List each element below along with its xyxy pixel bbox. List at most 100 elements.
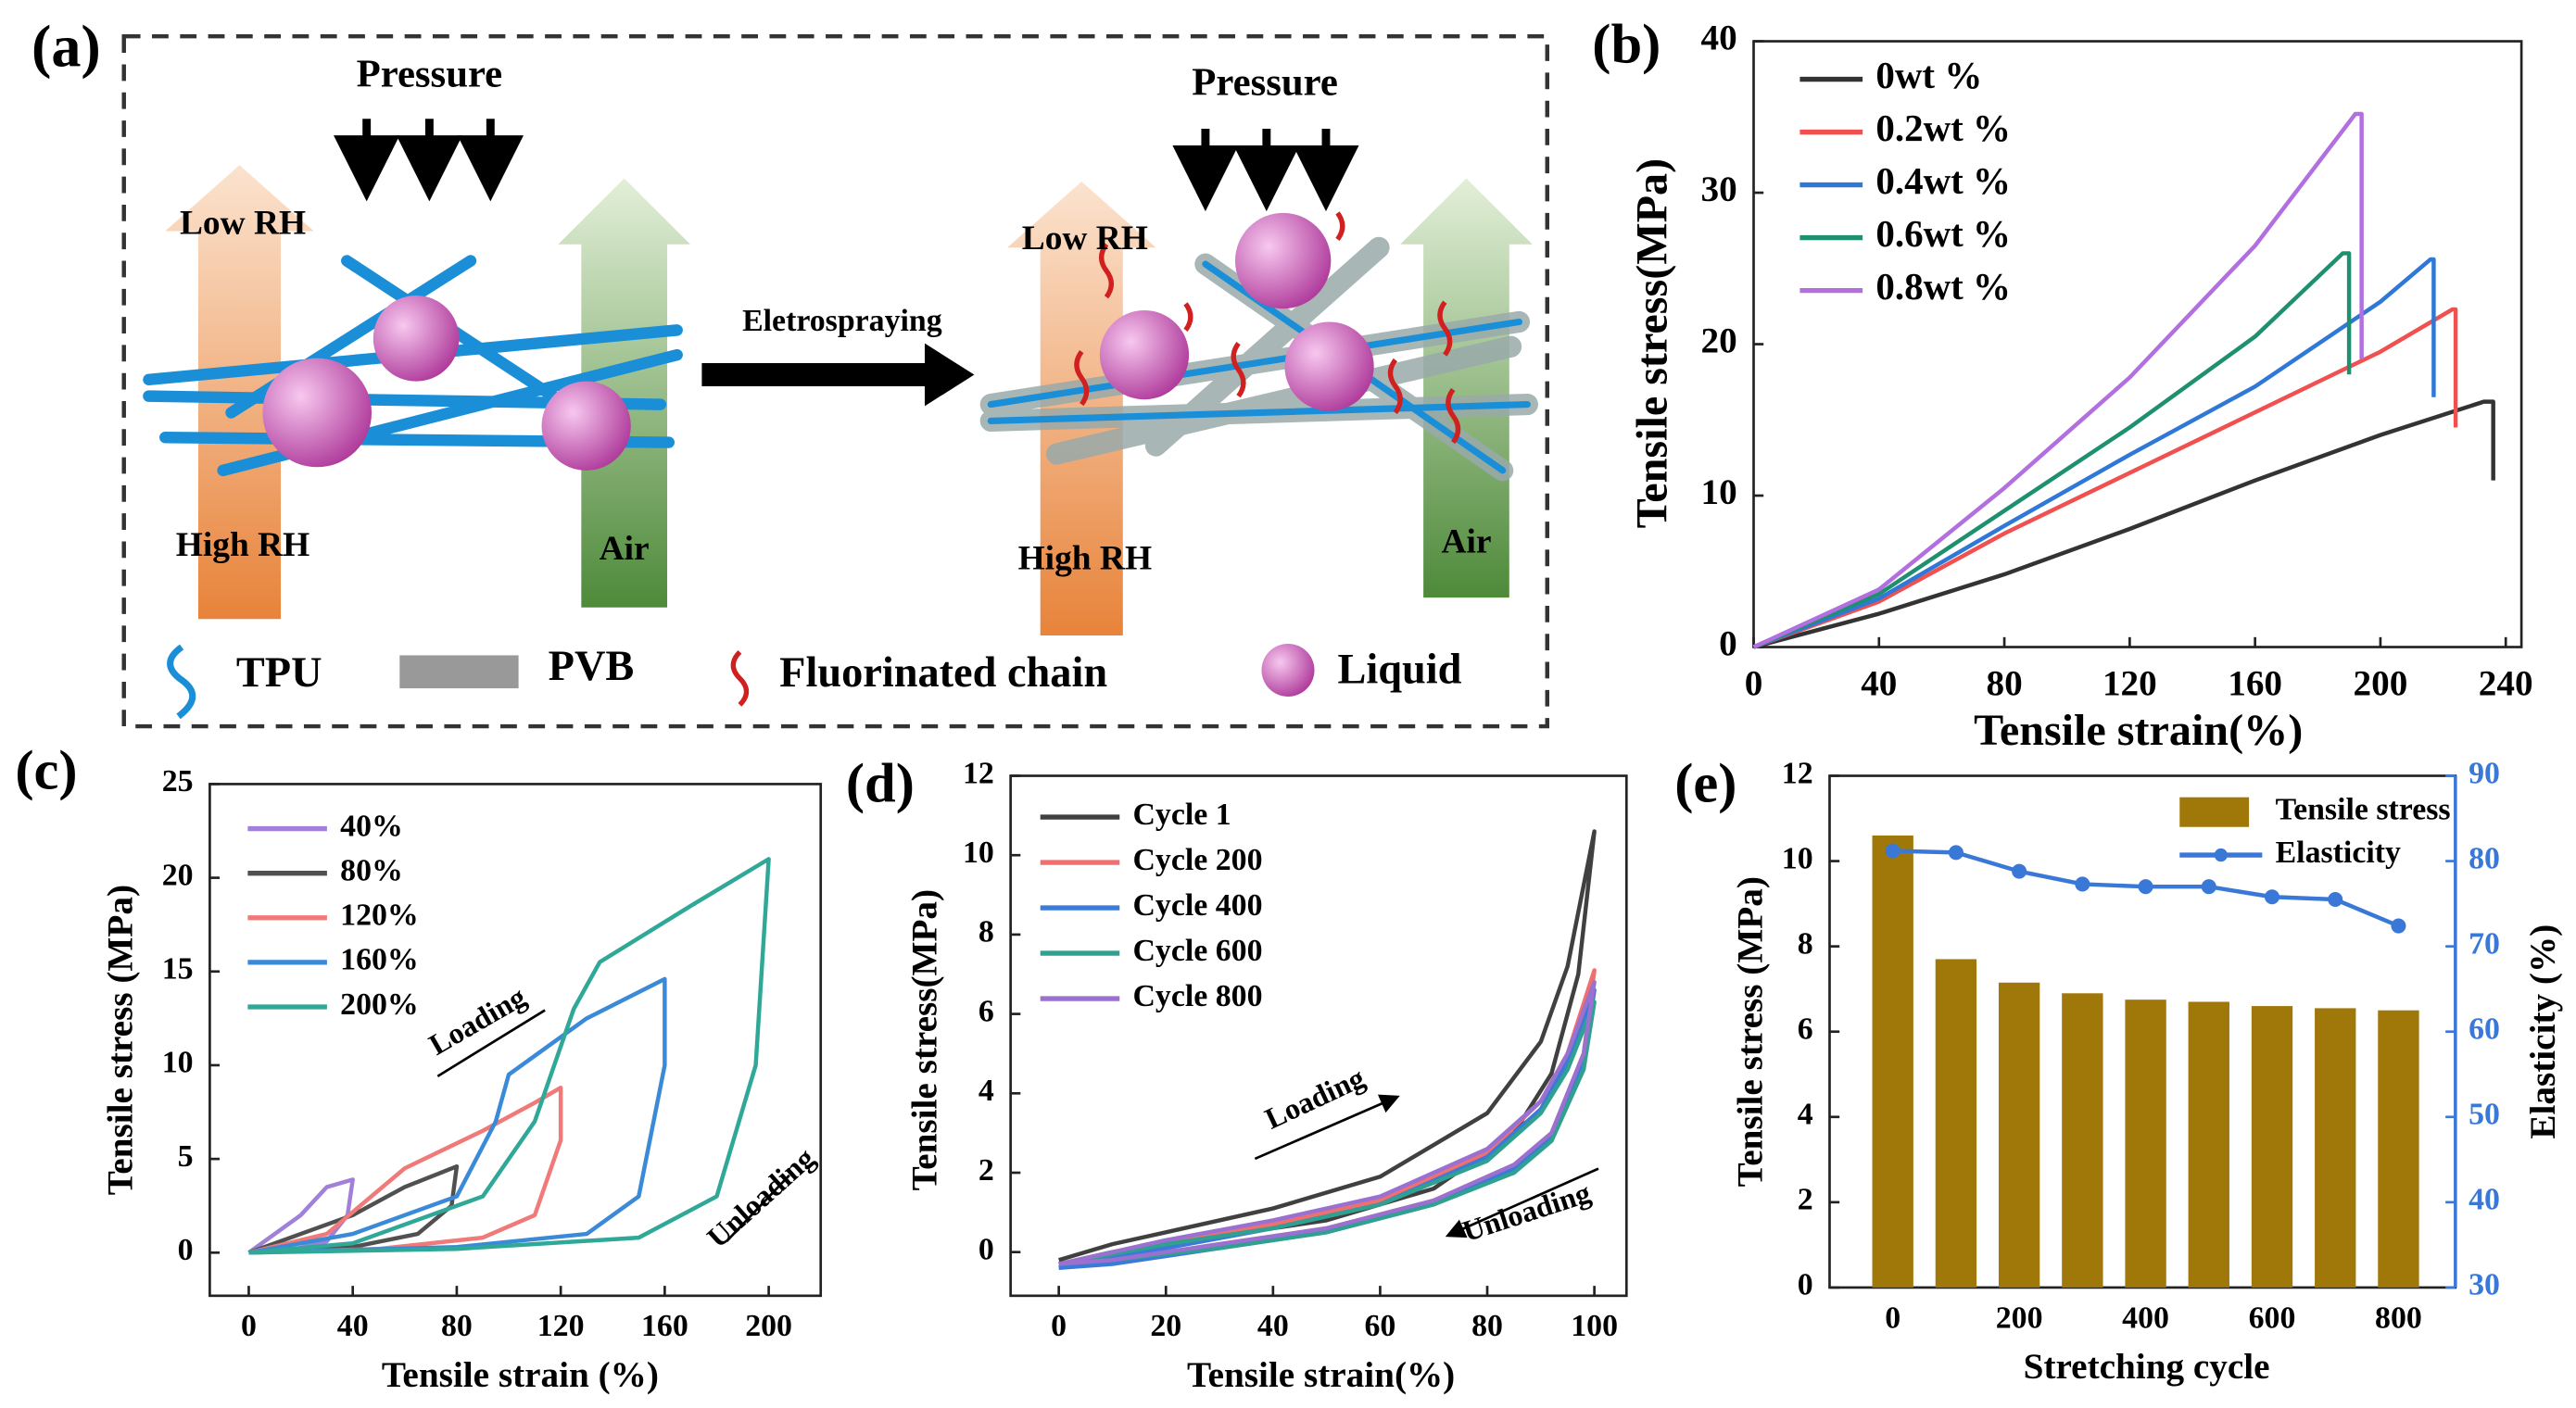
- legend-label: PVB: [549, 643, 635, 690]
- x-tick-label: 80: [1471, 1309, 1503, 1343]
- series-line: [1752, 111, 2364, 649]
- x-tick-label: 400: [2122, 1301, 2169, 1335]
- legend-label: Cycle 1: [1132, 798, 1231, 832]
- point: [2012, 863, 2027, 879]
- x-tick-label: 120: [537, 1309, 585, 1343]
- diagram-text: High RH: [1018, 539, 1152, 577]
- y2-tick-label: 60: [2469, 1012, 2500, 1046]
- y-tick-label: 2: [1798, 1183, 1813, 1217]
- legend-label: 80%: [340, 853, 403, 887]
- x-tick-label: 160: [2228, 663, 2282, 703]
- legend-label: Cycle 200: [1132, 843, 1262, 877]
- plot-frame: [1009, 774, 1628, 1298]
- diagram-text: Low RH: [180, 205, 306, 243]
- x-tick-label: 80: [441, 1309, 473, 1343]
- x-tick-label: 800: [2375, 1301, 2422, 1335]
- legend-label: Cycle 800: [1132, 979, 1262, 1013]
- point: [2328, 891, 2343, 908]
- point: [1948, 845, 1964, 861]
- x-tick-label: 60: [1365, 1309, 1396, 1343]
- series-line: [1752, 307, 2458, 649]
- x-tick-label: 40: [1257, 1309, 1289, 1343]
- diagram-text: Low RH: [1022, 220, 1148, 258]
- x-axis-label: Stretching cycle: [2024, 1347, 2270, 1387]
- x-tick-label: 200: [1996, 1301, 2043, 1335]
- legend-label: 120%: [340, 899, 419, 933]
- legend-label: TPU: [236, 649, 322, 697]
- y2-tick-label: 70: [2469, 926, 2500, 961]
- series-line: [247, 1163, 460, 1255]
- series-line: [1752, 251, 2352, 649]
- y-tick-label: 0: [979, 1232, 994, 1266]
- series-line: [1752, 399, 2495, 649]
- x-axis-label: Tensile strain (%): [382, 1355, 659, 1395]
- legend-label: 40%: [340, 809, 403, 843]
- point: [2138, 879, 2153, 895]
- diagram-text: Air: [600, 530, 650, 568]
- x-tick-label: 100: [1571, 1309, 1618, 1343]
- legend-label: 0.4wt %: [1875, 159, 2011, 202]
- x-tick-label: 200: [745, 1309, 792, 1343]
- legend-label: Tensile stress: [2276, 792, 2451, 826]
- diagram-text: High RH: [176, 526, 309, 564]
- x-tick-label: 20: [1150, 1309, 1181, 1343]
- y2-tick-label: 90: [2469, 756, 2500, 790]
- y-axis-label: Tensile stress (MPa): [101, 885, 141, 1195]
- bar: [1935, 959, 1977, 1288]
- x-tick-label: 0: [1745, 663, 1763, 703]
- x-tick-label: 0: [241, 1309, 257, 1343]
- series-line: [1058, 999, 1597, 1266]
- x-tick-label: 40: [337, 1309, 369, 1343]
- legend-label: Cycle 400: [1132, 888, 1262, 923]
- y-axis-label: Tensile stress (MPa): [1731, 876, 1771, 1187]
- x-tick-label: 160: [641, 1309, 688, 1343]
- series-line: [247, 1085, 563, 1255]
- panel-label: (b): [1592, 13, 1661, 75]
- panel-label: (c): [15, 739, 77, 801]
- legend-label: Cycle 600: [1132, 934, 1262, 968]
- y-tick-label: 25: [162, 764, 194, 798]
- legend-swatch: [2179, 797, 2250, 827]
- y-tick-label: 6: [1798, 1012, 1813, 1046]
- diagram-text: Air: [1441, 523, 1491, 561]
- y-tick-label: 0: [178, 1233, 194, 1267]
- x-tick-label: 200: [2354, 663, 2408, 703]
- point: [2391, 918, 2406, 934]
- x-tick-label: 80: [1986, 663, 2022, 703]
- plot-frame: [208, 783, 823, 1298]
- bar: [2378, 1010, 2419, 1288]
- annotation: Loading: [423, 980, 532, 1062]
- legend-label: 200%: [340, 987, 419, 1022]
- y-axis-label: Tensile stress(MPa): [905, 889, 945, 1190]
- legend-label: Liquid: [1337, 647, 1461, 694]
- bar: [2125, 999, 2166, 1288]
- series-line: [248, 976, 667, 1255]
- legend-label: 160%: [340, 943, 419, 977]
- bar: [2251, 1006, 2293, 1288]
- series-line: [1058, 980, 1597, 1266]
- x-tick-label: 600: [2249, 1301, 2296, 1335]
- legend-label: 0.2wt %: [1875, 107, 2011, 149]
- y-tick-label: 10: [162, 1046, 194, 1080]
- point: [2264, 889, 2280, 905]
- y-tick-label: 8: [1798, 926, 1813, 961]
- diagram-text: Pressure: [1192, 60, 1338, 104]
- y-tick-label: 12: [963, 756, 994, 790]
- y2-tick-label: 30: [2469, 1268, 2500, 1302]
- x-tick-label: 40: [1861, 663, 1897, 703]
- y-tick-label: 20: [162, 858, 194, 892]
- panel-label: (d): [846, 753, 915, 815]
- y-tick-label: 6: [979, 994, 994, 1028]
- x-tick-label: 0: [1885, 1301, 1900, 1335]
- series-line: [1752, 257, 2436, 649]
- diagram: (a) Pressure Pressure Low RH Low RH High…: [32, 14, 1549, 729]
- point: [2201, 879, 2216, 895]
- x-tick-label: 0: [1051, 1309, 1067, 1343]
- bar: [1998, 982, 2040, 1288]
- y-tick-label: 10: [963, 836, 994, 870]
- legend-label: Fluorinated chain: [779, 649, 1107, 697]
- plot-frame: [1752, 40, 2523, 648]
- series-line: [248, 857, 771, 1255]
- x-tick-label: 240: [2479, 663, 2533, 703]
- diagram-text: Eletrospraying: [742, 304, 942, 338]
